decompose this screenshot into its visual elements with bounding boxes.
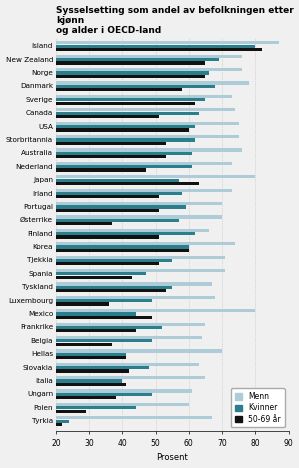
Bar [56, 326, 162, 329]
Bar [56, 393, 152, 396]
Bar [56, 232, 196, 235]
Bar [56, 44, 255, 48]
Bar [56, 420, 69, 423]
Bar [56, 309, 255, 312]
Bar [56, 192, 182, 195]
Bar [56, 289, 166, 292]
Bar [56, 68, 242, 71]
Bar [56, 202, 222, 205]
Bar [56, 168, 146, 172]
Bar [56, 259, 172, 262]
X-axis label: Prosent: Prosent [156, 453, 188, 462]
Bar [56, 102, 196, 105]
Bar [56, 235, 159, 239]
Bar [56, 336, 202, 339]
Bar [56, 343, 112, 346]
Bar [56, 316, 152, 319]
Bar [56, 356, 126, 359]
Bar [56, 152, 192, 155]
Bar [56, 81, 249, 85]
Bar [56, 219, 179, 222]
Bar [56, 122, 239, 125]
Legend: Menn, Kvinner, 50-69 år: Menn, Kvinner, 50-69 år [231, 388, 285, 427]
Bar [56, 363, 199, 366]
Bar [56, 369, 129, 373]
Bar [56, 322, 205, 326]
Bar [56, 165, 192, 168]
Bar [56, 205, 185, 209]
Bar [56, 249, 189, 252]
Bar [56, 222, 112, 225]
Bar [56, 302, 109, 306]
Bar [56, 108, 235, 111]
Bar [56, 403, 189, 406]
Bar [56, 272, 146, 276]
Bar [56, 380, 122, 383]
Bar [56, 88, 182, 91]
Bar [56, 162, 232, 165]
Text: Sysselsetting som andel av befolkningen etter kjønn
og alder i OECD-land: Sysselsetting som andel av befolkningen … [56, 6, 294, 36]
Bar [56, 366, 149, 369]
Bar [56, 58, 219, 61]
Bar [56, 406, 136, 410]
Bar [56, 155, 166, 158]
Bar [56, 48, 262, 51]
Bar [56, 142, 166, 145]
Bar [56, 285, 172, 289]
Bar [56, 72, 209, 74]
Bar [56, 410, 86, 413]
Bar [56, 195, 159, 198]
Bar [56, 282, 212, 285]
Bar [56, 128, 189, 132]
Bar [56, 352, 126, 356]
Bar [56, 262, 159, 265]
Bar [56, 55, 242, 58]
Bar [56, 229, 209, 232]
Bar [56, 383, 126, 386]
Bar [56, 423, 62, 426]
Bar [56, 296, 215, 299]
Bar [56, 269, 225, 272]
Bar [56, 148, 242, 152]
Bar [56, 329, 136, 332]
Bar [56, 299, 152, 302]
Bar [56, 75, 205, 78]
Bar [56, 61, 205, 65]
Bar [56, 242, 235, 245]
Bar [56, 189, 232, 192]
Bar [56, 349, 222, 352]
Bar [56, 125, 196, 128]
Bar [56, 389, 192, 393]
Bar [56, 139, 196, 142]
Bar [56, 95, 232, 98]
Bar [56, 376, 205, 379]
Bar [56, 276, 132, 279]
Bar [56, 175, 255, 178]
Bar [56, 215, 222, 219]
Bar [56, 41, 279, 44]
Bar [56, 256, 225, 259]
Bar [56, 115, 159, 118]
Bar [56, 313, 136, 316]
Bar [56, 98, 205, 102]
Bar [56, 111, 199, 115]
Bar [56, 85, 215, 88]
Bar [56, 178, 179, 182]
Bar [56, 135, 239, 138]
Bar [56, 396, 116, 399]
Bar [56, 182, 199, 185]
Bar [56, 246, 189, 249]
Bar [56, 416, 212, 419]
Bar [56, 339, 152, 343]
Bar [56, 209, 159, 212]
